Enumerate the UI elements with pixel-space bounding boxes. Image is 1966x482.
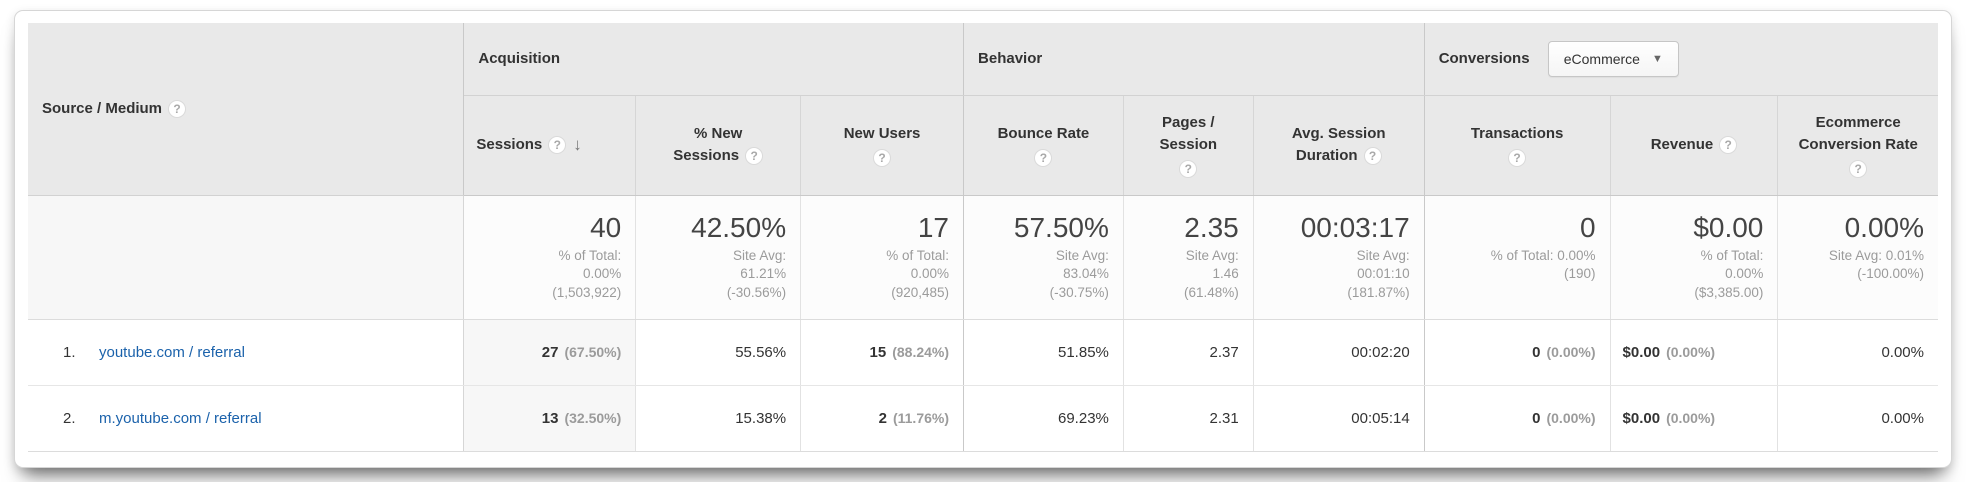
pct-new-sessions-cell: 15.38% xyxy=(635,385,801,452)
help-icon[interactable]: ? xyxy=(1719,136,1738,155)
avg-session-duration-cell: 00:05:14 xyxy=(1252,385,1425,452)
table-row: 1. youtube.com / referral 27 (67.50%) 55.5… xyxy=(28,319,1938,386)
column-header-source-medium[interactable]: Source / Medium? xyxy=(28,23,465,196)
column-header-bounce-rate[interactable]: Bounce Rate? xyxy=(963,95,1124,196)
revenue-cell: $0.00 (0.00%) xyxy=(1609,319,1778,386)
pages-per-session-cell: 2.37 xyxy=(1122,319,1254,386)
totals-avg-session-duration: 00:03:17 Site Avg: 00:01:10 (181.87%) xyxy=(1252,195,1425,320)
help-icon[interactable]: ? xyxy=(548,136,567,155)
totals-row-dimension-cell xyxy=(28,195,465,320)
chevron-down-icon: ▼ xyxy=(1651,52,1663,65)
column-header-transactions[interactable]: Transactions? xyxy=(1423,95,1611,196)
pages-per-session-cell: 2.31 xyxy=(1122,385,1254,452)
source-medium-cell: 2. m.youtube.com / referral xyxy=(28,385,465,452)
source-medium-header-label: Source / Medium xyxy=(42,99,163,117)
transactions-cell: 0 (0.00%) xyxy=(1423,385,1611,452)
transactions-cell: 0 (0.00%) xyxy=(1423,319,1611,386)
table-row: 2. m.youtube.com / referral 13 (32.50%) 15… xyxy=(28,385,1938,452)
help-icon[interactable]: ? xyxy=(168,99,187,118)
column-header-new-users[interactable]: New Users? xyxy=(800,95,964,196)
sessions-cell: 27 (67.50%) xyxy=(463,319,636,386)
help-icon[interactable]: ? xyxy=(1179,160,1198,179)
conversions-goal-selector[interactable]: eCommerce ▼ xyxy=(1547,40,1679,77)
new-users-cell: 15 (88.24%) xyxy=(800,319,964,386)
help-icon[interactable]: ? xyxy=(1363,147,1382,166)
totals-pages-per-session: 2.35 Site Avg: 1.46 (61.48%) xyxy=(1122,195,1254,320)
column-header-ecommerce-conversion-rate[interactable]: Ecommerce Conversion Rate? xyxy=(1777,95,1938,196)
help-icon[interactable]: ? xyxy=(1034,149,1053,168)
totals-row: 40 % of Total: 0.00% (1,503,922) 42.50% … xyxy=(28,195,1938,320)
revenue-cell: $0.00 (0.00%) xyxy=(1609,385,1778,452)
analytics-report-frame: Source / Medium? Acquisition Behavior Co… xyxy=(14,10,1952,468)
totals-bounce-rate: 57.50% Site Avg: 83.04% (-30.75%) xyxy=(963,195,1124,320)
column-header-avg-session-duration[interactable]: Avg. Session Duration? xyxy=(1252,95,1425,196)
new-users-cell: 2 (11.76%) xyxy=(800,385,964,452)
behavior-group-label: Behavior xyxy=(978,50,1043,68)
sessions-cell: 13 (32.50%) xyxy=(463,385,636,452)
bounce-rate-cell: 69.23% xyxy=(963,385,1124,452)
ecommerce-conversion-rate-cell: 0.00% xyxy=(1777,385,1938,452)
metric-group-header-row: Source / Medium? Acquisition Behavior Co… xyxy=(28,23,1938,196)
help-icon[interactable]: ? xyxy=(745,147,764,166)
ecommerce-conversion-rate-cell: 0.00% xyxy=(1777,319,1938,386)
help-icon[interactable]: ? xyxy=(873,149,892,168)
goal-selector-value: eCommerce xyxy=(1563,50,1640,67)
totals-new-users: 17 % of Total: 0.00% (920,485) xyxy=(800,195,964,320)
column-header-row: Sessions? ↓ % New Sessions? New Users? Bo… xyxy=(28,95,1938,196)
column-header-pct-new-sessions[interactable]: % New Sessions? xyxy=(635,95,801,196)
group-header-behavior: Behavior xyxy=(963,23,1425,96)
help-icon[interactable]: ? xyxy=(1849,160,1868,179)
column-header-pages-per-session[interactable]: Pages / Session? xyxy=(1122,95,1254,196)
source-medium-link[interactable]: youtube.com / referral xyxy=(99,343,245,361)
row-rank: 1. xyxy=(63,343,76,361)
avg-session-duration-cell: 00:02:20 xyxy=(1252,319,1425,386)
totals-sessions: 40 % of Total: 0.00% (1,503,922) xyxy=(463,195,636,320)
group-header-conversions: Conversions eCommerce ▼ xyxy=(1423,23,1938,96)
totals-revenue: $0.00 % of Total: 0.00% ($3,385.00) xyxy=(1609,195,1778,320)
totals-transactions: 0 % of Total: 0.00% (190) xyxy=(1423,195,1611,320)
bounce-rate-cell: 51.85% xyxy=(963,319,1124,386)
totals-ecommerce-conversion-rate: 0.00% Site Avg: 0.01% (-100.00%) xyxy=(1777,195,1938,320)
group-header-acquisition: Acquisition xyxy=(463,23,964,96)
source-medium-report-table: Source / Medium? Acquisition Behavior Co… xyxy=(28,23,1938,452)
row-rank: 2. xyxy=(63,409,76,427)
help-icon[interactable]: ? xyxy=(1508,149,1527,168)
conversions-group-label: Conversions xyxy=(1438,49,1530,67)
column-header-sessions[interactable]: Sessions? ↓ xyxy=(463,95,636,196)
source-medium-link[interactable]: m.youtube.com / referral xyxy=(99,409,262,427)
acquisition-group-label: Acquisition xyxy=(478,50,561,68)
totals-pct-new-sessions: 42.50% Site Avg: 61.21% (-30.56%) xyxy=(635,195,801,320)
column-header-revenue[interactable]: Revenue? xyxy=(1609,95,1778,196)
pct-new-sessions-cell: 55.56% xyxy=(635,319,801,386)
sort-descending-icon[interactable]: ↓ xyxy=(573,135,582,155)
source-medium-cell: 1. youtube.com / referral xyxy=(28,319,465,386)
